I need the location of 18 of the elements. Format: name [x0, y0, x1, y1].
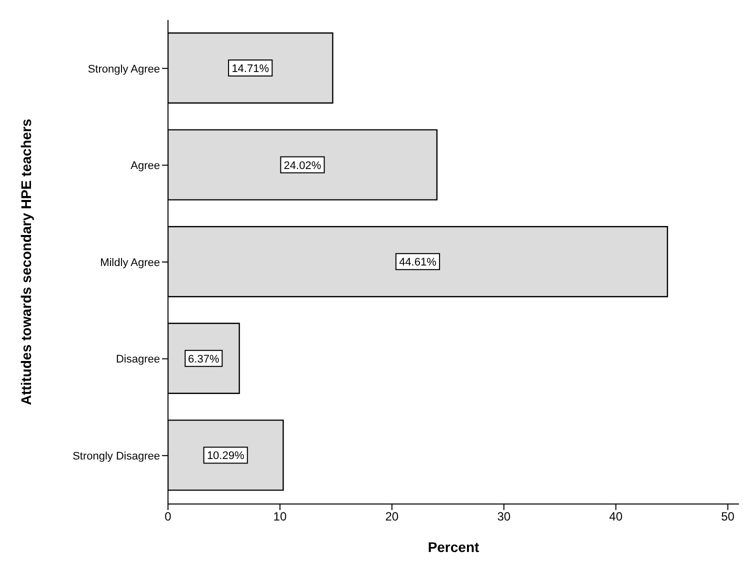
x-tick-label: 50	[721, 510, 735, 524]
x-tick-label: 0	[164, 510, 172, 524]
y-tick-label: Mildly Agree	[100, 256, 160, 269]
data-label: 10.29%	[206, 450, 244, 462]
y-axis-title: Attitudes towards secondary HPE teachers	[18, 118, 34, 406]
x-tick-label: 10	[273, 510, 287, 524]
data-label: 24.02%	[284, 160, 322, 172]
data-label: 14.71%	[232, 63, 270, 75]
x-tick-label: 40	[609, 510, 623, 524]
y-tick-label: Agree	[130, 160, 160, 172]
data-label: 6.37%	[188, 353, 220, 366]
x-tick-label: 20	[385, 510, 399, 524]
data-label: 44.61%	[399, 256, 437, 269]
x-tick-label: 30	[497, 510, 511, 524]
y-tick-label: Strongly Disagree	[72, 450, 160, 463]
y-tick-label: Strongly Agree	[88, 63, 160, 76]
y-tick-label: Disagree	[116, 354, 160, 366]
x-axis-title: Percent	[428, 539, 480, 555]
